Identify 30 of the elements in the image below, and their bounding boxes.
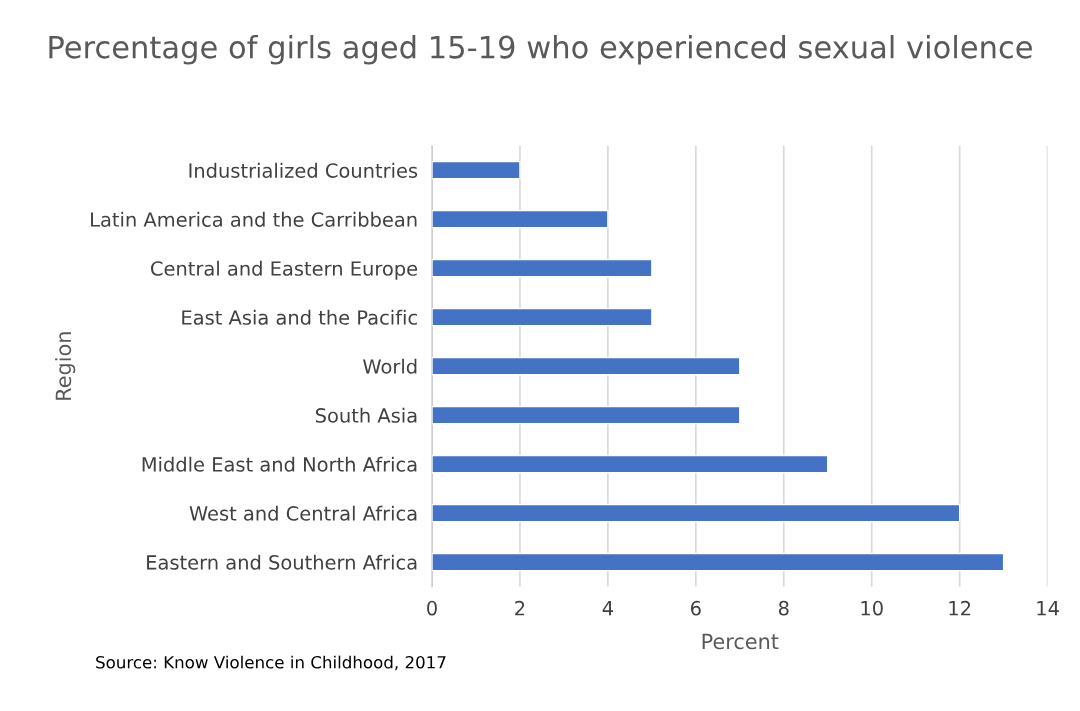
x-tick-label: 0 [427,600,437,616]
y-tick-label: Eastern and Southern Africa [147,554,417,570]
x-tick-label: 4 [602,601,613,616]
bar [432,503,961,523]
y-axis-title: Region [55,332,76,400]
bar [432,160,521,180]
x-tick-label: 14 [1037,601,1059,616]
x-tick-label: 12 [949,600,971,616]
y-tick-label: South Asia [315,407,417,423]
bar [432,405,741,425]
x-tick-label: 8 [778,600,789,616]
x-tick-label: 2 [515,600,525,616]
x-axis-title: Percent [702,633,779,650]
bar [432,307,653,327]
y-tick-label: Industrialized Countries [189,162,418,178]
bar [432,209,609,229]
bar [432,356,741,376]
bar [432,454,829,474]
y-tick-label: West and Central Africa [189,505,417,521]
source-note: Source: Know Violence in Childhood, 2017 [96,655,446,671]
x-tick-label: 10 [861,600,883,616]
y-tick-label: East Asia and the Pacific [182,309,417,325]
x-tick-label: 6 [691,600,701,616]
y-tick-label: Central and Eastern Europe [151,260,418,280]
y-tick-label: World [363,358,417,374]
y-tick-label: Latin America and the Carribbean [91,211,417,227]
y-tick-label: Middle East and North Africa [142,456,417,472]
chart-title: Percentage of girls aged 15-19 who experienced sexual violence [49,34,1032,65]
bar [432,552,1005,572]
bar [432,258,653,278]
